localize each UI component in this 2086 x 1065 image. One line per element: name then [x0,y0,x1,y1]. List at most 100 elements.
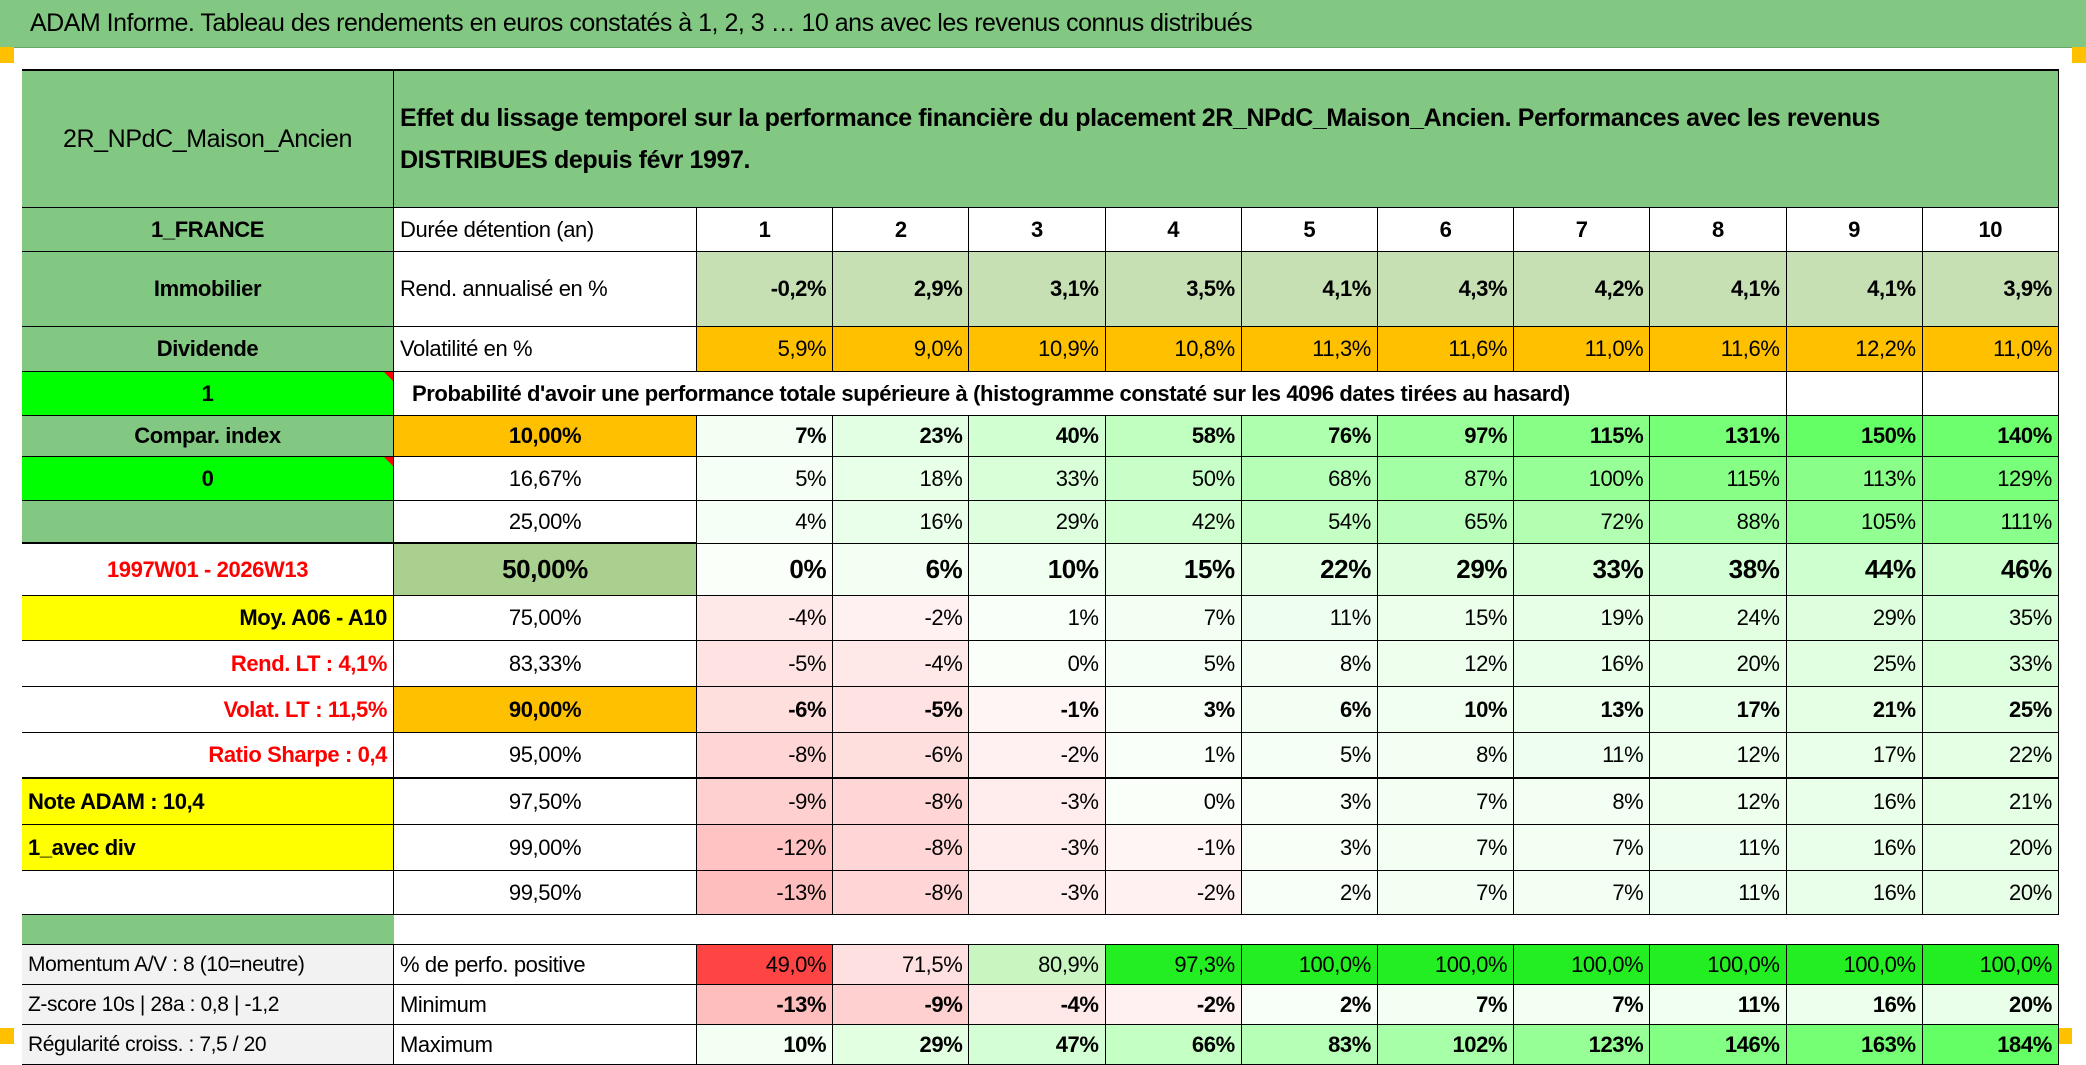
probability-cell[interactable]: -4% [697,596,834,641]
value-cell[interactable]: 3,5% [1105,252,1242,327]
stat-cell[interactable]: 7% [1514,985,1651,1025]
probability-cell[interactable]: 11% [1241,596,1378,641]
value-cell[interactable]: 1 [697,208,834,252]
probability-cell[interactable]: 54% [1241,501,1378,544]
value-cell[interactable]: 12,2% [1786,327,1923,372]
value-cell[interactable]: 10,8% [1105,327,1242,372]
probability-cell[interactable]: 8% [1241,641,1378,687]
probability-cell[interactable]: 11% [1514,733,1651,779]
probability-cell[interactable]: 29% [1786,596,1923,641]
value-cell[interactable]: 8 [1650,208,1787,252]
probability-cell[interactable]: -3% [969,779,1106,825]
probability-cell[interactable]: -4% [833,641,970,687]
probability-cell[interactable]: 4% [697,501,834,544]
probability-cell[interactable]: 19% [1514,596,1651,641]
probability-cell[interactable]: 8% [1377,733,1515,779]
probability-cell[interactable]: 10% [969,544,1106,596]
probability-cell[interactable]: -8% [833,871,970,915]
probability-cell[interactable]: 16% [1786,871,1923,915]
probability-cell[interactable]: 11% [1650,871,1787,915]
stat-cell[interactable]: 100,0% [1514,945,1651,985]
value-cell[interactable]: 5,9% [697,327,834,372]
probability-cell[interactable]: 38% [1650,544,1787,596]
stat-cell[interactable]: 102% [1377,1025,1515,1065]
stat-cell[interactable]: 163% [1786,1025,1923,1065]
value-cell[interactable]: 4,3% [1377,252,1515,327]
probability-cell[interactable]: 20% [1922,871,2059,915]
probability-cell[interactable]: -6% [833,733,970,779]
stat-cell[interactable]: 97,3% [1105,945,1242,985]
stat-cell[interactable]: 29% [833,1025,970,1065]
stat-cell[interactable]: 66% [1105,1025,1242,1065]
value-cell[interactable]: 10 [1922,208,2059,252]
probability-cell[interactable]: 7% [1514,871,1651,915]
stat-cell[interactable]: 10% [697,1025,834,1065]
probability-cell[interactable]: -2% [833,596,970,641]
probability-cell[interactable]: 131% [1650,416,1787,457]
probability-cell[interactable]: 10% [1377,687,1515,733]
probability-cell[interactable]: -13% [697,871,834,915]
stat-cell[interactable]: 100,0% [1241,945,1378,985]
probability-cell[interactable]: 0% [1105,779,1242,825]
probability-cell[interactable]: -2% [969,733,1106,779]
probability-cell[interactable]: 18% [833,457,970,501]
stat-cell[interactable]: 83% [1241,1025,1378,1065]
stat-cell[interactable]: 80,9% [969,945,1106,985]
probability-cell[interactable]: -5% [833,687,970,733]
value-cell[interactable]: 6 [1377,208,1515,252]
value-cell[interactable]: 11,3% [1241,327,1378,372]
probability-cell[interactable]: 100% [1514,457,1651,501]
probability-cell[interactable]: 105% [1786,501,1923,544]
probability-cell[interactable]: 24% [1650,596,1787,641]
probability-cell[interactable]: 25% [1922,687,2059,733]
stat-cell[interactable]: -9% [833,985,970,1025]
stat-cell[interactable]: -13% [697,985,834,1025]
probability-cell[interactable]: 33% [969,457,1106,501]
probability-cell[interactable]: -6% [697,687,834,733]
probability-cell[interactable]: 22% [1922,733,2059,779]
stat-cell[interactable]: 2% [1241,985,1378,1025]
probability-cell[interactable]: 140% [1922,416,2059,457]
value-cell[interactable]: 4,2% [1514,252,1651,327]
value-cell[interactable]: 4 [1105,208,1242,252]
probability-cell[interactable]: 87% [1377,457,1515,501]
probability-cell[interactable]: -5% [697,641,834,687]
probability-cell[interactable]: 17% [1786,733,1923,779]
probability-cell[interactable]: 15% [1105,544,1242,596]
probability-cell[interactable]: 65% [1377,501,1515,544]
probability-cell[interactable]: 72% [1514,501,1651,544]
value-cell[interactable]: 9,0% [833,327,970,372]
probability-cell[interactable]: 33% [1514,544,1651,596]
probability-cell[interactable]: 6% [1241,687,1378,733]
probability-cell[interactable]: 25% [1786,641,1923,687]
value-cell[interactable]: 3 [969,208,1106,252]
probability-cell[interactable]: 5% [1105,641,1242,687]
probability-cell[interactable]: 21% [1922,779,2059,825]
probability-cell[interactable]: 17% [1650,687,1787,733]
probability-cell[interactable]: 42% [1105,501,1242,544]
probability-cell[interactable]: 5% [697,457,834,501]
value-cell[interactable]: 9 [1786,208,1923,252]
probability-cell[interactable]: 7% [1377,825,1515,871]
probability-cell[interactable]: -3% [969,871,1106,915]
probability-cell[interactable]: 40% [969,416,1106,457]
stat-cell[interactable]: 49,0% [697,945,834,985]
probability-cell[interactable]: 150% [1786,416,1923,457]
probability-cell[interactable]: 16% [1786,779,1923,825]
value-cell[interactable]: -0,2% [697,252,834,327]
value-cell[interactable]: 2,9% [833,252,970,327]
stat-cell[interactable]: 146% [1650,1025,1787,1065]
probability-cell[interactable]: -1% [969,687,1106,733]
probability-cell[interactable]: 3% [1241,825,1378,871]
probability-cell[interactable]: 1% [1105,733,1242,779]
stat-cell[interactable]: 16% [1786,985,1923,1025]
probability-cell[interactable]: 35% [1922,596,2059,641]
probability-cell[interactable]: 7% [1514,825,1651,871]
value-cell[interactable]: 11,0% [1514,327,1651,372]
probability-cell[interactable]: 5% [1241,733,1378,779]
probability-cell[interactable]: -8% [833,825,970,871]
stat-cell[interactable]: 100,0% [1650,945,1787,985]
stat-cell[interactable]: 71,5% [833,945,970,985]
probability-cell[interactable]: -8% [833,779,970,825]
value-cell[interactable]: 4,1% [1241,252,1378,327]
